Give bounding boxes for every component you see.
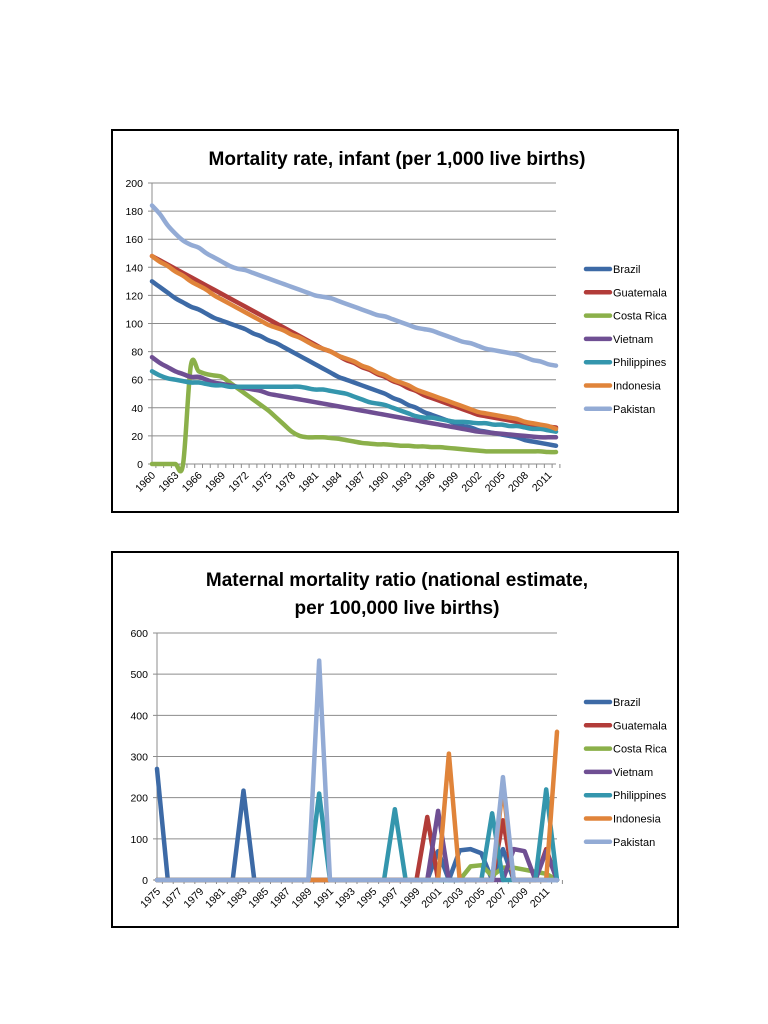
legend-label-pakistan: Pakistan (613, 837, 655, 849)
legend-label-pakistan: Pakistan (613, 404, 655, 416)
legend-label-indonesia: Indonesia (613, 814, 662, 826)
y-tick-label: 40 (131, 403, 143, 415)
x-tick-label: 1987 (343, 470, 368, 495)
x-tick-label: 2005 (483, 470, 508, 495)
x-tick-label: 1991 (311, 886, 336, 911)
legend-label-philippines: Philippines (613, 357, 667, 369)
x-tick-label: 1963 (156, 470, 181, 495)
y-tick-label: 100 (130, 834, 148, 846)
x-tick-label: 2005 (462, 886, 487, 911)
series-line-pakistan (154, 658, 560, 883)
y-tick-label: 600 (130, 628, 148, 640)
maternal-mortality-chart: Maternal mortality ratio (national estim… (111, 551, 679, 928)
x-tick-label: 1993 (333, 886, 358, 911)
y-tick-label: 60 (131, 375, 143, 387)
x-tick-label: 1987 (268, 886, 293, 911)
x-tick-label: 1977 (160, 886, 185, 911)
chart-title-line-2: per 100,000 live births) (295, 598, 500, 619)
legend-label-costa-rica: Costa Rica (613, 744, 668, 756)
series-line-costa-rica (149, 357, 559, 474)
y-tick-label: 500 (130, 669, 148, 681)
x-tick-label: 2001 (419, 886, 444, 911)
series-line-pakistan (149, 203, 559, 368)
x-tick-label: 1981 (203, 886, 228, 911)
x-tick-label: 1990 (366, 470, 391, 495)
x-tick-label: 2003 (441, 886, 466, 911)
legend-label-guatemala: Guatemala (613, 287, 668, 299)
x-tick-label: 1995 (354, 886, 379, 911)
y-tick-label: 180 (125, 206, 143, 218)
x-tick-label: 2002 (459, 470, 484, 495)
series-line-indonesia (149, 253, 559, 432)
y-tick-label: 200 (125, 178, 143, 190)
x-tick-label: 1993 (390, 470, 415, 495)
y-tick-label: 0 (137, 459, 143, 471)
x-tick-label: 1999 (398, 886, 423, 911)
legend-label-vietnam: Vietnam (613, 334, 653, 346)
x-tick-label: 1983 (225, 886, 250, 911)
x-tick-label: 2009 (506, 886, 531, 911)
x-tick-label: 1985 (246, 886, 271, 911)
x-tick-label: 1969 (203, 470, 228, 495)
maternal-mortality-chart-svg: Maternal mortality ratio (national estim… (130, 570, 668, 911)
y-tick-label: 100 (125, 319, 143, 331)
y-tick-label: 80 (131, 347, 143, 359)
legend-label-brazil: Brazil (613, 697, 641, 709)
x-tick-label: 1979 (181, 886, 206, 911)
x-tick-label: 1981 (296, 470, 321, 495)
y-tick-label: 20 (131, 431, 143, 443)
x-tick-label: 2011 (528, 886, 553, 911)
x-tick-label: 1999 (436, 470, 461, 495)
x-tick-label: 1960 (133, 470, 158, 495)
y-tick-label: 160 (125, 234, 143, 246)
x-tick-label: 1966 (180, 470, 205, 495)
legend-label-indonesia: Indonesia (613, 381, 662, 393)
x-tick-label: 1975 (138, 886, 163, 911)
series-line-guatemala (149, 253, 559, 430)
legend-label-guatemala: Guatemala (613, 720, 668, 732)
legend-label-costa-rica: Costa Rica (613, 311, 668, 323)
y-tick-label: 140 (125, 262, 143, 274)
x-tick-label: 2007 (484, 886, 509, 911)
y-tick-label: 0 (142, 875, 148, 887)
series-line-philippines (149, 369, 559, 434)
x-tick-label: 1972 (226, 470, 251, 495)
y-tick-label: 300 (130, 752, 148, 764)
x-tick-label: 1989 (289, 886, 314, 911)
x-tick-label: 2008 (506, 470, 531, 495)
x-tick-label: 1997 (376, 886, 401, 911)
y-tick-label: 120 (125, 290, 143, 302)
y-tick-label: 200 (130, 793, 148, 805)
legend-label-brazil: Brazil (613, 264, 641, 276)
legend-label-vietnam: Vietnam (613, 767, 653, 779)
chart-title-line-1: Maternal mortality ratio (national estim… (206, 570, 588, 591)
x-tick-label: 2011 (530, 470, 555, 495)
legend-label-philippines: Philippines (613, 790, 667, 802)
x-tick-label: 1996 (413, 470, 438, 495)
x-tick-label: 1984 (320, 470, 345, 495)
chart-title: Mortality rate, infant (per 1,000 live b… (209, 149, 586, 170)
y-tick-label: 400 (130, 710, 148, 722)
infant-mortality-chart-svg: Mortality rate, infant (per 1,000 live b… (125, 149, 668, 495)
x-tick-label: 1975 (250, 470, 275, 495)
x-tick-label: 1978 (273, 470, 298, 495)
infant-mortality-chart: Mortality rate, infant (per 1,000 live b… (111, 129, 679, 513)
